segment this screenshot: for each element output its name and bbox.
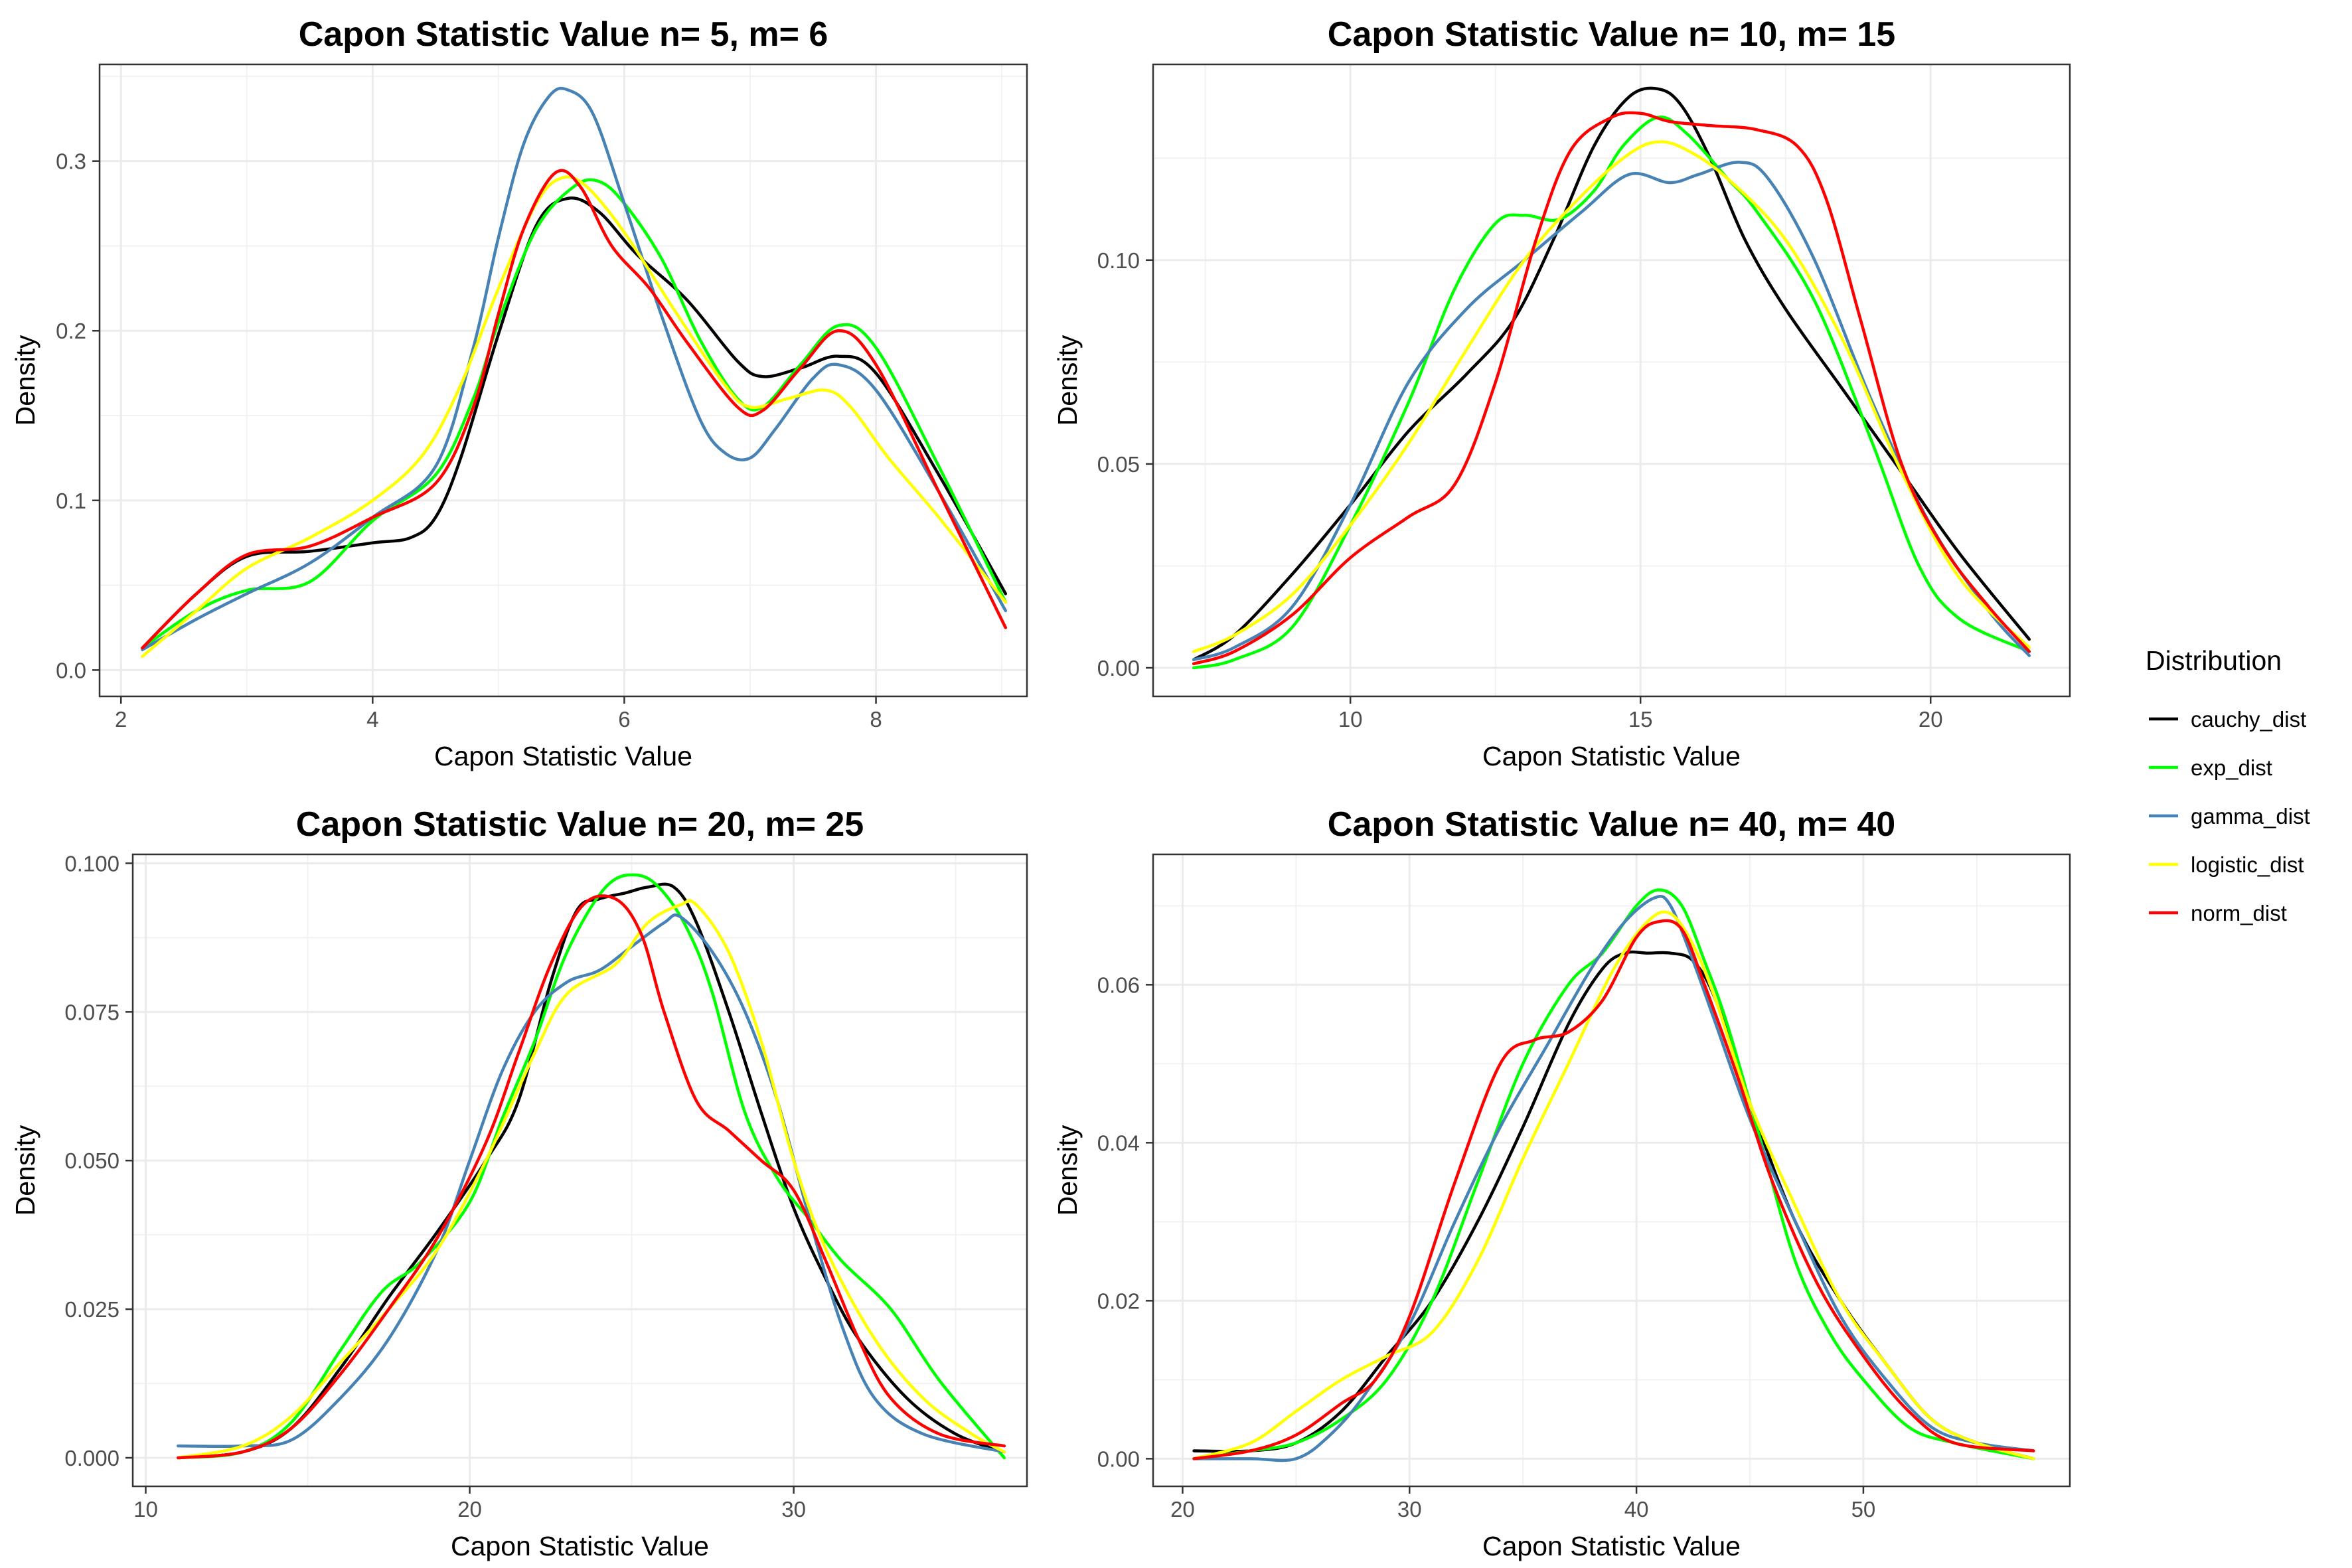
series-line-exp_dist [1192, 888, 2035, 1460]
x-tick-label: 30 [1397, 1497, 1422, 1522]
y-tick-label: 0.06 [1097, 973, 1140, 997]
series-lines [1192, 888, 2035, 1462]
legend-entry-logistic_dist: logistic_dist [2149, 852, 2304, 877]
y-tick-label: 0.000 [64, 1446, 119, 1470]
y-tick-label: 0.025 [64, 1297, 119, 1322]
legend-entry-exp_dist: exp_dist [2149, 755, 2272, 780]
panel-border [131, 853, 1028, 1488]
chart-title: Capon Statistic Value n= 20, m= 25 [296, 805, 864, 844]
x-tick-label: 4 [366, 707, 378, 732]
series-line-logistic_dist [177, 899, 1006, 1460]
legend-entry-norm_dist: norm_dist [2149, 901, 2287, 925]
panels: 2 4 6 8 0.0 0.1 0.2 0.3 Capon Statistic Value n=… [10, 15, 2071, 1561]
panel-border [1152, 853, 2071, 1488]
series-lines [177, 873, 1006, 1460]
x-tick-label: 20 [457, 1497, 482, 1522]
chart-panel-2: 10 15 20 0.00 0.05 0.10 Capon Statistic Value … [1052, 15, 2071, 771]
series-line-gamma_dist [1192, 161, 2031, 661]
plot-background [100, 64, 1027, 696]
x-axis-title: Capon Statistic Value [451, 1531, 709, 1561]
y-tick-label: 0.00 [1097, 656, 1140, 680]
y-tick-label: 0.05 [1097, 452, 1140, 477]
y-tick-label: 0.3 [56, 149, 86, 174]
series-line-norm_dist [177, 894, 1006, 1460]
x-tick-label: 20 [1919, 707, 1943, 732]
series-line-norm_dist [1192, 111, 2031, 666]
legend-label: gamma_dist [2191, 804, 2310, 828]
y-axis-title: Density [10, 1125, 40, 1215]
legend-entry-gamma_dist: gamma_dist [2149, 804, 2310, 828]
x-tick-label: 6 [618, 707, 630, 732]
series-line-logistic_dist [141, 175, 1008, 659]
series-line-exp_dist [1192, 116, 2031, 670]
series-line-exp_dist [177, 873, 1006, 1460]
y-tick-label: 0.050 [64, 1148, 119, 1173]
panel-border [98, 63, 1028, 698]
legend-label: norm_dist [2191, 901, 2287, 925]
x-tick-label: 20 [1170, 1497, 1195, 1522]
x-tick-label: 10 [133, 1497, 158, 1522]
x-axis-title: Capon Statistic Value [434, 741, 692, 771]
plot-background [1153, 854, 2070, 1486]
legend-entries: cauchy_dist exp_dist gamma_dist logistic_di… [2149, 707, 2310, 925]
x-tick-label: 50 [1851, 1497, 1876, 1522]
legend: Distribution cauchy_dist exp_dist gamma_di… [2146, 645, 2310, 925]
chart-panel-3: 10 20 30 0.000 0.025 0.050 0.075 0.100 Capon Sta… [10, 805, 1028, 1561]
legend-title: Distribution [2146, 645, 2282, 676]
series-lines [141, 86, 1008, 659]
y-axis-title: Density [10, 335, 40, 426]
y-tick-label: 0.04 [1097, 1131, 1140, 1155]
legend-label: exp_dist [2191, 755, 2272, 780]
x-axis-title: Capon Statistic Value [1482, 741, 1741, 771]
y-tick-label: 0.1 [56, 489, 86, 513]
series-lines [1192, 86, 2031, 670]
chart-panel-1: 2 4 6 8 0.0 0.1 0.2 0.3 Capon Statistic Value n=… [10, 15, 1028, 771]
y-axis-title: Density [1052, 1125, 1083, 1215]
series-line-logistic_dist [1192, 140, 2031, 653]
y-tick-label: 0.0 [56, 658, 86, 682]
series-line-gamma_dist [177, 913, 1006, 1454]
y-tick-label: 0.10 [1097, 248, 1140, 273]
panel-border [1152, 63, 2071, 698]
y-tick-label: 0.02 [1097, 1289, 1140, 1313]
y-tick-label: 0.2 [56, 319, 86, 343]
chart-panel-4: 20 30 40 50 0.00 0.02 0.04 0.06 Capon Statistic … [1052, 805, 2071, 1561]
x-tick-label: 15 [1628, 707, 1653, 732]
y-axis-title: Density [1052, 335, 1083, 426]
x-tick-label: 8 [870, 707, 882, 732]
x-tick-label: 30 [781, 1497, 806, 1522]
series-line-exp_dist [141, 178, 1008, 650]
legend-entry-cauchy_dist: cauchy_dist [2149, 707, 2306, 732]
y-tick-label: 0.00 [1097, 1447, 1140, 1471]
series-line-gamma_dist [1192, 895, 2035, 1462]
series-line-gamma_dist [141, 86, 1008, 651]
x-tick-label: 2 [115, 707, 127, 732]
chart-title: Capon Statistic Value n= 10, m= 15 [1328, 15, 1895, 54]
series-line-norm_dist [1192, 919, 2035, 1460]
x-tick-label: 40 [1624, 1497, 1649, 1522]
chart-title: Capon Statistic Value n= 5, m= 6 [299, 15, 828, 54]
x-axis-title: Capon Statistic Value [1482, 1531, 1741, 1561]
plot-background [1153, 64, 2070, 696]
y-tick-label: 0.075 [64, 1000, 119, 1024]
series-line-logistic_dist [1192, 910, 2035, 1460]
x-tick-label: 10 [1338, 707, 1363, 732]
legend-label: cauchy_dist [2191, 707, 2306, 732]
series-line-norm_dist [141, 169, 1008, 650]
chart-title: Capon Statistic Value n= 40, m= 40 [1328, 805, 1895, 844]
plot-background [133, 854, 1027, 1486]
legend-label: logistic_dist [2191, 852, 2304, 877]
y-tick-label: 0.100 [64, 851, 119, 876]
